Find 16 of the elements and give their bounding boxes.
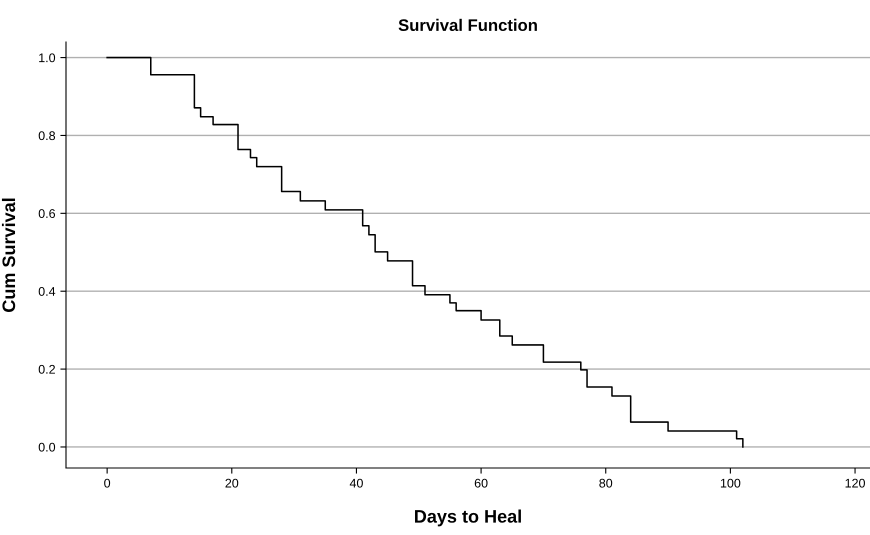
chart-title: Survival Function [398,18,537,32]
y-axis-title: Cum Survival [2,198,16,312]
x-tick-label: 120 [846,478,865,488]
y-tick-label: 1.0 [39,53,56,62]
x-tick-label: 0 [104,478,110,488]
x-tick-label: 20 [225,478,238,488]
x-axis-title: Days to Heal [415,510,521,526]
y-tick-label: 0.2 [38,364,55,374]
x-tick-label: 60 [474,478,488,488]
y-tick-label: 0.8 [38,131,56,140]
x-tick-label: 40 [350,478,363,488]
x-tick-label: 100 [720,478,740,488]
y-tick-label: 0.6 [38,209,56,218]
y-tick-label: 0.4 [38,287,56,296]
x-tick-label: 80 [599,478,612,488]
y-tick-label: 0.0 [38,442,56,452]
